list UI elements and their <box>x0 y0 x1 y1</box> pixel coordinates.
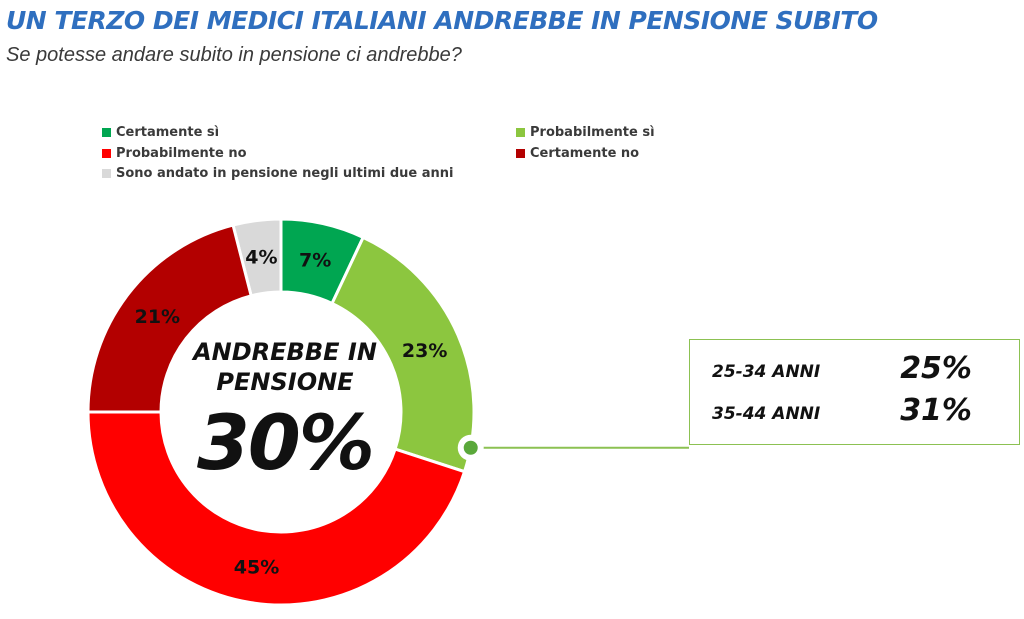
center-label: ANDREBBE IN PENSIONE <box>193 338 377 396</box>
slice-value-label: 45% <box>234 557 279 579</box>
donut-slice-21 <box>86 223 253 414</box>
slice-value-label: 21% <box>135 306 180 328</box>
connector-dot <box>463 440 478 455</box>
legend-swatch <box>102 169 111 178</box>
center-value: 30% <box>197 398 375 487</box>
legend-item-certamente-si: Certamente sì <box>102 125 219 140</box>
chart-title: UN TERZO DEI MEDICI ITALIANI ANDREBBE IN… <box>6 6 878 35</box>
legend-item-probabilmente-si: Probabilmente sì <box>516 125 655 140</box>
donut-slice-45 <box>86 410 467 607</box>
callout-age-label: 35-44 ANNI <box>712 404 821 424</box>
legend-swatch <box>102 149 111 158</box>
age-callout-box: 25-34 ANNI 25% 35-44 ANNI 31% <box>689 339 1020 445</box>
callout-row-25-34: 25-34 ANNI 25% <box>712 350 1002 386</box>
slice-value-label: 23% <box>402 340 447 362</box>
slice-value-label: 4% <box>245 247 277 269</box>
legend-label: Probabilmente no <box>116 146 247 161</box>
legend-label: Certamente no <box>530 146 640 161</box>
slice-value-label: 7% <box>299 249 331 271</box>
legend-item-certamente-no: Certamente no <box>516 146 639 161</box>
legend-label: Probabilmente sì <box>530 125 655 140</box>
callout-age-label: 25-34 ANNI <box>712 362 821 382</box>
legend-swatch <box>102 128 111 137</box>
legend-swatch <box>516 149 525 158</box>
legend-label: Sono andato in pensione negli ultimi due… <box>116 166 454 181</box>
callout-pct-value: 25% <box>900 351 972 386</box>
callout-pct-value: 31% <box>900 393 972 428</box>
donut-slice-23 <box>330 235 476 474</box>
legend-swatch <box>516 128 525 137</box>
legend-label: Certamente sì <box>116 125 220 140</box>
legend-item-probabilmente-no: Probabilmente no <box>102 146 247 161</box>
chart-subtitle: Se potesse andare subito in pensione ci … <box>6 44 462 66</box>
callout-row-35-44: 35-44 ANNI 31% <box>712 392 1002 428</box>
legend-item-pensione: Sono andato in pensione negli ultimi due… <box>102 166 454 181</box>
